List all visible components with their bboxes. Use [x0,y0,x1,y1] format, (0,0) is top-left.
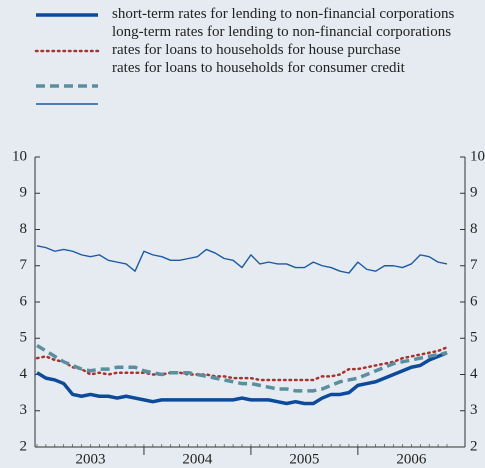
y2-tick-label: 5 [470,330,478,346]
series-line [36,344,448,393]
y-tick-label: 4 [20,366,28,382]
legend-label: rates for loans to households for consum… [112,60,405,76]
y2-tick-label: 10 [470,148,485,164]
y2-tick-label: 8 [470,221,478,237]
x-tick-label: 2004 [182,451,213,467]
y-tick-label: 6 [20,293,28,309]
x-tick-label: 2005 [289,451,319,467]
x-tick-label: 2003 [75,451,105,467]
y2-tick-label: 9 [470,185,478,201]
y2-tick-label: 3 [470,402,478,418]
y2-tick-label: 2 [470,438,478,454]
series-line [36,245,448,274]
x-tick-label: 2006 [396,451,427,467]
y-tick-label: 9 [20,185,28,201]
y2-tick-label: 4 [470,366,478,382]
y-tick-label: 3 [20,402,28,418]
y2-tick-label: 6 [470,293,478,309]
y-tick-label: 8 [20,221,28,237]
legend-label: rates for loans to households for house … [112,42,401,58]
y2-tick-label: 7 [470,257,478,273]
legend: short-term rates for lending to non-fina… [112,6,480,78]
y-tick-label: 10 [12,148,27,164]
series-line [36,351,448,406]
y-tick-label: 7 [20,257,28,273]
y-tick-label: 2 [20,438,28,454]
legend-label: short-term rates for lending to non-fina… [112,6,455,22]
y-tick-label: 5 [20,330,28,346]
legend-label: long-term rates for lending to non-finan… [112,24,452,40]
series-line [35,346,449,382]
